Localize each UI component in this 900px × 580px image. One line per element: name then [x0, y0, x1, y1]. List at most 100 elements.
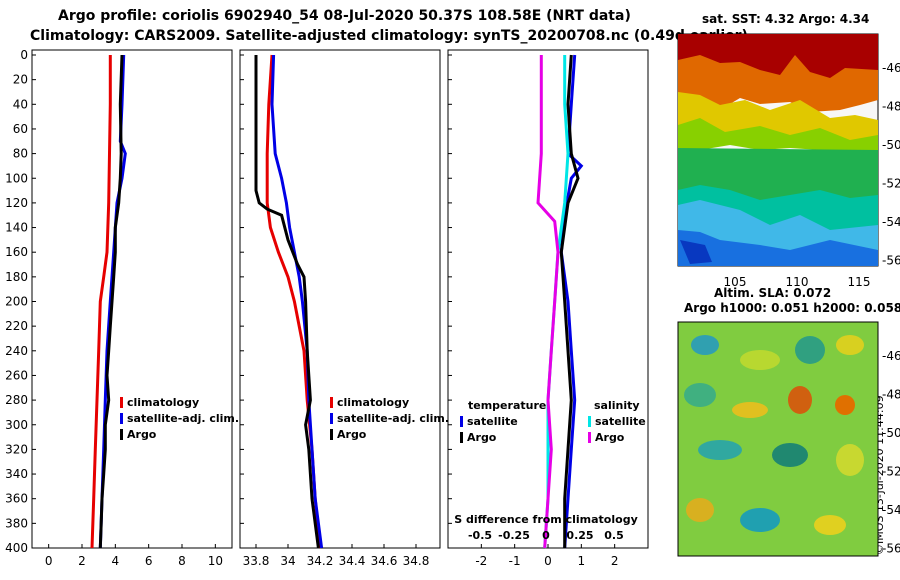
- sla-map: -46 -48 -50 -52 -54 -56: [677, 321, 900, 557]
- legend-label: satellite: [467, 415, 518, 428]
- depth-tick-label: 20: [13, 73, 28, 87]
- sst-map: -46 -48 -50 -52 -54 -56 105 110 115: [677, 33, 900, 289]
- legend-label: Argo: [337, 428, 367, 441]
- legend-label: climatology: [127, 396, 199, 409]
- x-tick-label: 2: [78, 554, 86, 568]
- legend-swatch: [120, 413, 123, 424]
- depth-tick-label: 60: [13, 122, 28, 136]
- x-tick-label: -1: [509, 554, 521, 568]
- x-tick-label: 6: [145, 554, 153, 568]
- sst-lat-label: -50: [882, 138, 900, 152]
- x-tick-label: 34.6: [371, 554, 398, 568]
- legend-swatch: [588, 432, 591, 443]
- sst-lon-label: 105: [724, 275, 747, 289]
- depth-tick-label: 360: [5, 492, 28, 506]
- sla-lat-label: -46: [882, 349, 900, 363]
- legend-label: Argo: [467, 431, 497, 444]
- legend-swatch: [330, 429, 333, 440]
- secondary-x-tick-label: -0.25: [498, 529, 530, 542]
- secondary-x-tick-label: 0: [542, 529, 550, 542]
- depth-tick-label: 240: [5, 344, 28, 358]
- sla-lat-label: -50: [882, 426, 900, 440]
- depth-tick-label: 100: [5, 171, 28, 185]
- sst-lat-label: -48: [882, 100, 900, 114]
- depth-tick-label: 120: [5, 196, 28, 210]
- legend-swatch: [330, 397, 333, 408]
- x-tick-label: 8: [178, 554, 186, 568]
- series-line-satellite-adj-clim-: [270, 54, 324, 549]
- legend-label: climatology: [337, 396, 409, 409]
- x-tick-label: 34.4: [339, 554, 366, 568]
- legend-label: Argo: [127, 428, 157, 441]
- sst-lat-label: -46: [882, 61, 900, 75]
- depth-tick-label: 40: [13, 97, 28, 111]
- sst-lat-label: -54: [882, 215, 900, 229]
- depth-tick-label: 340: [5, 467, 28, 481]
- x-tick-label: 34: [280, 554, 295, 568]
- legend-swatch: [120, 429, 123, 440]
- salinity-panel-frame: [239, 49, 441, 549]
- legend-label: satellite-adj. clim.: [337, 412, 449, 425]
- series-line-argo: [254, 55, 320, 549]
- x-tick-label: 10: [208, 554, 223, 568]
- sla-lat-label: -48: [882, 388, 900, 402]
- x-tick-label: 33.8: [243, 554, 270, 568]
- legend-swatch: [588, 416, 591, 427]
- header-line-2: Climatology: CARS2009. Satellite-adjuste…: [30, 28, 748, 44]
- legend-salinity-title: salinity: [594, 399, 640, 412]
- secondary-x-tick-label: 0.5: [604, 529, 624, 542]
- sla-map-title-2: Argo h1000: 0.051 h2000: 0.058: [684, 301, 900, 315]
- series-line-argo: [98, 54, 124, 549]
- legend-temperature-title: temperature: [468, 399, 546, 412]
- depth-tick-label: 80: [13, 147, 28, 161]
- header-line-1: Argo profile: coriolis 6902940_54 08-Jul…: [58, 8, 631, 24]
- x-tick-label: -2: [475, 554, 487, 568]
- depth-tick-label: 280: [5, 393, 28, 407]
- sla-lat-label: -54: [882, 503, 900, 517]
- sst-lat-label: -52: [882, 177, 900, 191]
- series-line-temperature-argo: [559, 54, 580, 548]
- legend-swatch: [330, 413, 333, 424]
- x-tick-label: 4: [112, 554, 120, 568]
- depth-tick-label: 140: [5, 221, 28, 235]
- secondary-x-tick-label: -0.5: [468, 529, 492, 542]
- depth-tick-label: 160: [5, 245, 28, 259]
- x-tick-label: 1: [578, 554, 586, 568]
- series-line-climatology: [90, 55, 112, 549]
- legend-label: satellite: [595, 415, 646, 428]
- depth-tick-label: 300: [5, 418, 28, 432]
- legend-swatch: [460, 416, 463, 427]
- sla-lat-label: -56: [882, 542, 900, 556]
- depth-tick-label: 0: [20, 48, 28, 62]
- series-line-climatology: [265, 54, 322, 549]
- sst-map-title: sat. SST: 4.32 Argo: 4.34: [702, 12, 870, 26]
- depth-axis: 0 20 40 60 80 100 120 140 160 180 200 220 240 260 280 3…: [5, 48, 452, 555]
- x-tick-label: 0: [45, 554, 53, 568]
- legend-label: satellite-adj. clim.: [127, 412, 239, 425]
- sst-lat-label: -56: [882, 254, 900, 268]
- depth-tick-label: 380: [5, 516, 28, 530]
- sla-lat-label: -52: [882, 465, 900, 479]
- sst-lon-label: 115: [848, 275, 871, 289]
- legend-label: Argo: [595, 431, 625, 444]
- depth-tick-label: 180: [5, 270, 28, 284]
- series-line-salinity-argo: [536, 55, 560, 549]
- x-tick-label: 2: [611, 554, 619, 568]
- depth-tick-label: 260: [5, 368, 28, 382]
- sla-map-title-1: Altim. SLA: 0.072: [714, 286, 832, 300]
- depth-tick-label: 200: [5, 295, 28, 309]
- difference-xlabel: S difference from climatology: [454, 513, 638, 526]
- depth-tick-label: 400: [5, 541, 28, 555]
- temperature-panel-frame: [31, 49, 233, 549]
- sst-lon-label: 110: [786, 275, 809, 289]
- x-tick-label: 34.2: [307, 554, 334, 568]
- legend-swatch: [460, 432, 463, 443]
- x-tick-label: 34.8: [403, 554, 430, 568]
- legend-swatch: [120, 397, 123, 408]
- secondary-x-tick-label: 0.25: [566, 529, 593, 542]
- x-tick-label: 0: [544, 554, 552, 568]
- depth-tick-label: 320: [5, 442, 28, 456]
- depth-tick-label: 220: [5, 319, 28, 333]
